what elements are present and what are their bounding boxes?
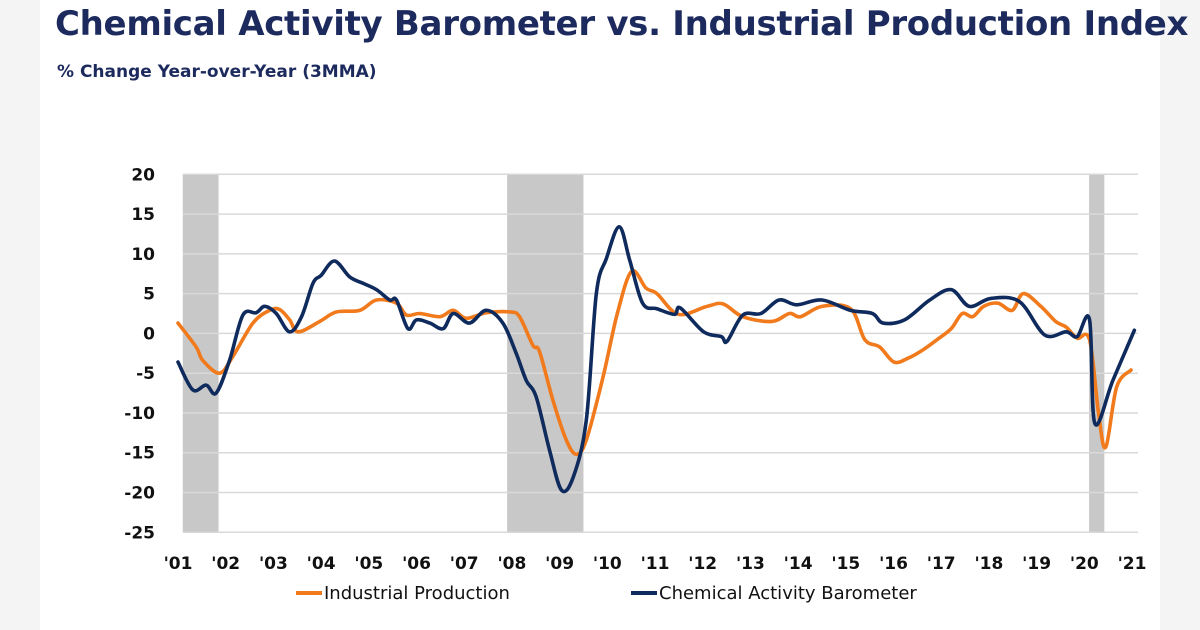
legend-label-chemical-activity-barometer: Chemical Activity Barometer [659,583,917,604]
x-tick-label: '02 [211,554,240,574]
y-tick-label: -20 [124,484,155,504]
x-tick-label: '16 [879,554,908,574]
legend: Industrial Production Chemical Activity … [296,583,917,604]
x-tick-label: '01 [164,554,193,574]
y-tick-label: 10 [131,245,155,265]
y-tick-label: -5 [136,364,155,384]
x-tick-label: '14 [784,554,813,574]
x-tick-label: '21 [1118,554,1147,574]
gridlines [183,173,1138,534]
series-lines [176,225,1137,494]
x-tick-label: '09 [545,554,574,574]
x-tick-label: '20 [1070,554,1099,574]
x-tick-label: '18 [974,554,1003,574]
x-tick-label: '08 [497,554,526,574]
series-line-chemical-activity-barometer [176,225,1137,494]
y-tick-label: 5 [143,285,155,305]
x-tick-label: '12 [688,554,717,574]
x-tick-label: '13 [736,554,765,574]
y-tick-label: 0 [143,324,155,344]
y-tick-label: -15 [124,444,155,464]
y-tick-label: 15 [131,205,155,225]
x-tick-label: '06 [402,554,431,574]
x-tick-label: '15 [831,554,860,574]
y-tick-label: -10 [124,404,155,424]
x-tick-label: '10 [593,554,622,574]
x-tick-label: '07 [450,554,479,574]
chart-subtitle: % Change Year-over-Year (3MMA) [57,62,377,82]
x-tick-label: '04 [307,554,336,574]
chart-title: Chemical Activity Barometer vs. Industri… [55,4,1189,44]
recession-band [1089,174,1105,533]
x-tick-label: '05 [354,554,383,574]
recession-band [507,174,584,533]
y-tick-label: 20 [131,165,155,185]
x-tick-label: '19 [1022,554,1051,574]
x-tick-label: '17 [927,554,956,574]
y-tick-label: -25 [124,523,155,543]
recession-shading [182,174,1105,533]
y-axis-ticks: 20 15 10 5 0 -5 -10 -15 -20 -25 [124,165,155,543]
x-tick-label: '11 [641,554,670,574]
legend-label-industrial-production: Industrial Production [324,583,510,604]
x-tick-label: '03 [259,554,288,574]
x-axis-ticks: '01 '02 '03 '04 '05 '06 '07 '08 '09 '10 '11 '12 '13 '… [164,554,1147,574]
series-line-industrial-production [176,268,1133,457]
